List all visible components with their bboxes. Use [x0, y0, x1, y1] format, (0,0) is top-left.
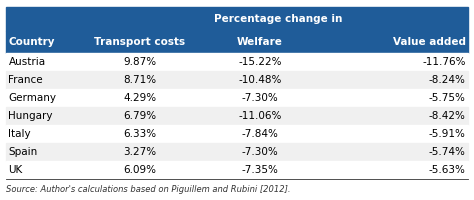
Text: Hungary: Hungary — [9, 111, 53, 121]
Bar — [6, 161, 468, 179]
Bar — [6, 7, 468, 31]
Bar — [6, 71, 468, 89]
Text: -11.06%: -11.06% — [238, 111, 282, 121]
Text: Transport costs: Transport costs — [94, 37, 186, 47]
Text: 3.27%: 3.27% — [123, 147, 156, 157]
Text: Source: Author's calculations based on Piguillem and Rubini [2012].: Source: Author's calculations based on P… — [6, 185, 291, 194]
Bar — [6, 107, 468, 125]
Text: 6.79%: 6.79% — [123, 111, 156, 121]
Text: -8.24%: -8.24% — [428, 75, 465, 85]
Text: Austria: Austria — [9, 57, 46, 67]
Text: 8.71%: 8.71% — [123, 75, 156, 85]
Text: Germany: Germany — [9, 93, 56, 103]
Text: -15.22%: -15.22% — [238, 57, 282, 67]
Bar — [6, 89, 468, 107]
Bar — [6, 31, 468, 53]
Text: Country: Country — [9, 37, 55, 47]
Text: -5.91%: -5.91% — [428, 129, 465, 139]
Bar — [6, 143, 468, 161]
Text: -5.74%: -5.74% — [428, 147, 465, 157]
Text: 6.09%: 6.09% — [124, 165, 156, 175]
Text: -10.48%: -10.48% — [238, 75, 282, 85]
Text: -5.75%: -5.75% — [428, 93, 465, 103]
Bar — [6, 53, 468, 71]
Text: Percentage change in: Percentage change in — [214, 14, 343, 24]
Text: -11.76%: -11.76% — [422, 57, 465, 67]
Bar — [6, 125, 468, 143]
Text: -8.42%: -8.42% — [428, 111, 465, 121]
Text: -7.35%: -7.35% — [242, 165, 279, 175]
Text: 6.33%: 6.33% — [123, 129, 156, 139]
Text: Italy: Italy — [9, 129, 31, 139]
Text: 4.29%: 4.29% — [123, 93, 156, 103]
Text: 9.87%: 9.87% — [123, 57, 156, 67]
Text: -7.30%: -7.30% — [242, 147, 278, 157]
Text: Value added: Value added — [392, 37, 465, 47]
Text: UK: UK — [9, 165, 23, 175]
Text: Spain: Spain — [9, 147, 38, 157]
Text: Welfare: Welfare — [237, 37, 283, 47]
Text: -7.30%: -7.30% — [242, 93, 278, 103]
Text: France: France — [9, 75, 43, 85]
Text: -7.84%: -7.84% — [242, 129, 279, 139]
Text: -5.63%: -5.63% — [428, 165, 465, 175]
